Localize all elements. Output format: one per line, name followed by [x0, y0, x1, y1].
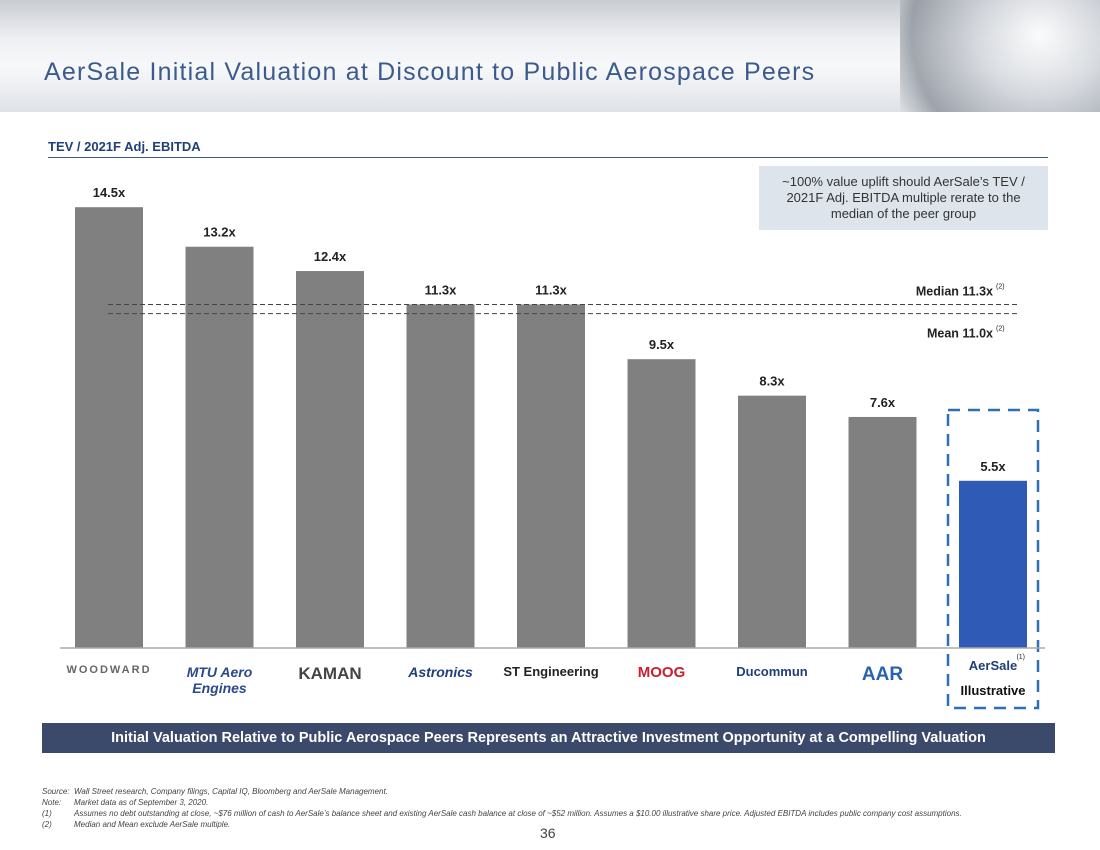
logo-woodward: WOODWARD [66, 664, 152, 676]
logo-kaman: KAMAN [298, 664, 362, 683]
reference-note: (2) [996, 326, 1005, 333]
logo-ducommun: Ducommun [736, 664, 808, 679]
footnote: (1) Assumes no debt outstanding at close,… [42, 809, 962, 818]
illustrative-label: Illustrative [960, 683, 1026, 698]
page-number: 36 [540, 825, 556, 841]
callout-box: ~100% value uplift should AerSale’s TEV … [759, 166, 1048, 230]
bar-aar [848, 416, 917, 648]
data-label: 12.4x [314, 249, 347, 264]
logo-moog: MOOG [637, 664, 686, 681]
data-label: 5.5x [980, 459, 1006, 474]
bar-mtu-aero-engines [185, 246, 254, 648]
bar-astronics [406, 304, 475, 648]
reference-label: Mean 11.0x [927, 327, 993, 341]
bar-kaman [296, 271, 364, 648]
bar-ducommun [738, 395, 806, 648]
data-label: 13.2x [203, 225, 236, 240]
logo-aar: AAR [861, 664, 904, 685]
bar-woodward [75, 207, 143, 648]
bar-aersale [959, 480, 1027, 648]
bar-moog [627, 359, 696, 648]
footnote-ref: (1) [1016, 654, 1025, 661]
logo-st-engineering: ST Engineering [503, 664, 599, 679]
data-label: 11.3x [425, 282, 458, 297]
data-label: 8.3x [759, 374, 785, 389]
page-title: AerSale Initial Valuation at Discount to… [44, 58, 816, 86]
reference-label: Median 11.3x [916, 284, 993, 298]
chart-subtitle: TEV / 2021F Adj. EBITDA [48, 139, 1048, 158]
data-label: 11.3x [535, 282, 568, 297]
reference-note: (2) [996, 283, 1005, 290]
header-banner [0, 0, 1100, 112]
bar-st-engineering [517, 304, 585, 648]
footnote: Note: Market data as of September 3, 2020… [42, 798, 209, 807]
data-label: 7.6x [870, 395, 896, 410]
logo-mtu-aero-engines: MTU Aero Engines [186, 664, 253, 696]
bar-chart: 14.5x 13.2x 12.4x 11.3x 11.3x 9.5x 8.3x 7.6x 5.5… [60, 185, 1045, 710]
footnotes: Source: Wall Street research, Company fil… [42, 786, 962, 830]
data-label: 14.5x [93, 185, 126, 200]
footnote: (2) Median and Mean exclude AerSale multi… [42, 820, 231, 829]
data-label: 9.5x [649, 337, 675, 352]
highlight-box [946, 408, 1040, 710]
logo-aersale: AerSale Illustrative (1) [943, 654, 1043, 698]
logo-astronics: Astronics [408, 664, 473, 680]
footnote: Source: Wall Street research, Company fil… [42, 787, 388, 796]
conclusion-banner: Initial Valuation Relative to Public Aer… [42, 723, 1055, 753]
